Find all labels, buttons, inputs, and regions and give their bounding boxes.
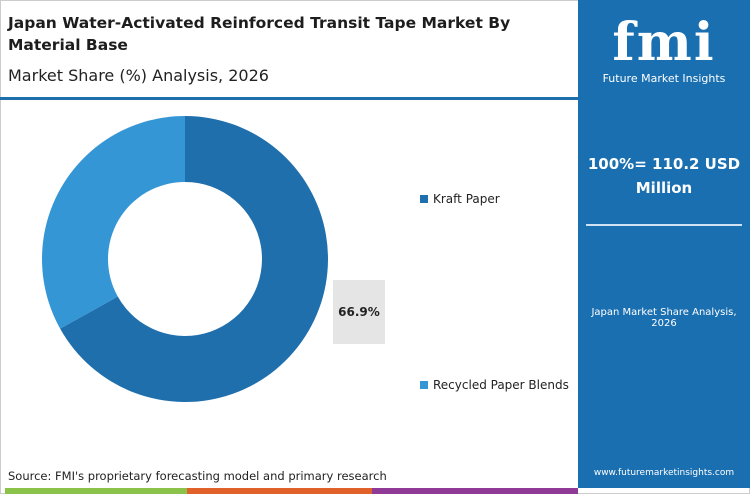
footer-bar-green — [5, 488, 187, 494]
footer-bar-orange — [187, 488, 372, 494]
legend-item-recycled-paper-blends: Recycled Paper Blends — [420, 378, 569, 392]
panel-caption: Japan Market Share Analysis, 2026 — [591, 307, 737, 329]
donut-chart — [41, 116, 329, 402]
market-total: 100%= 110.2 USD Million — [587, 155, 741, 197]
header-divider — [0, 97, 578, 100]
footer-bar-purple — [372, 488, 578, 494]
chart-subtitle: Market Share (%) Analysis, 2026 — [8, 66, 269, 85]
legend-swatch — [420, 195, 428, 203]
logo-subtitle: Future Market Insights — [602, 72, 726, 85]
data-label-kraft-paper: 66.9% — [333, 280, 385, 344]
legend-label: Recycled Paper Blends — [433, 378, 569, 392]
logo-text: fmi — [612, 12, 716, 73]
panel-divider — [586, 224, 742, 226]
info-panel: fmi Future Market Insights 100%= 110.2 U… — [578, 0, 750, 488]
legend-item-kraft-paper: Kraft Paper — [420, 192, 500, 206]
donut-slice-kraft-paper — [60, 116, 329, 402]
chart-title: Japan Water-Activated Reinforced Transit… — [8, 14, 511, 54]
source-note: Source: FMI's proprietary forecasting mo… — [8, 469, 387, 483]
legend-label: Kraft Paper — [433, 192, 500, 206]
donut-slice-recycled-paper-blends — [41, 116, 185, 329]
website-link[interactable]: www.futuremarketinsights.com — [593, 468, 735, 478]
fmi-logo: fmi Future Market Insights — [578, 0, 750, 100]
legend-swatch — [420, 381, 428, 389]
